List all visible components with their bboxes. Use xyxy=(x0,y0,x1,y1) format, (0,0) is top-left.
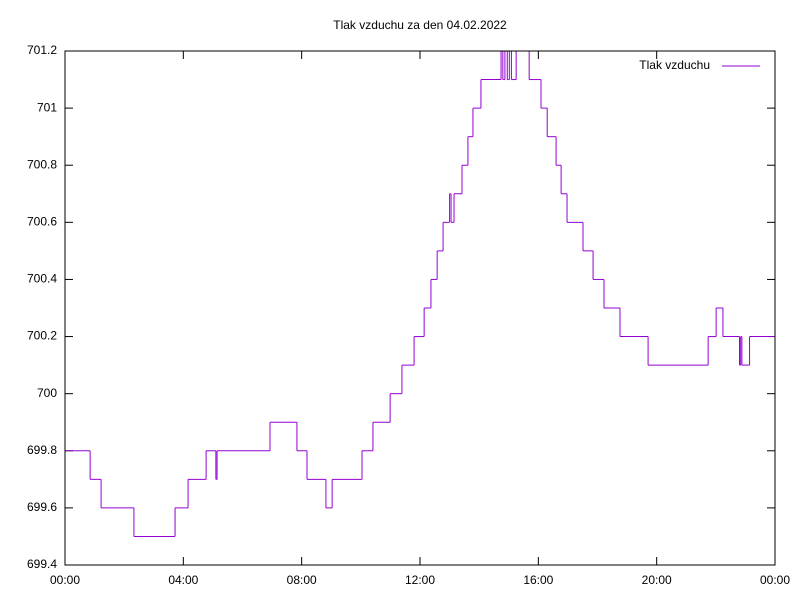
x-tick-label: 20:00 xyxy=(642,573,672,587)
x-tick-label: 00:00 xyxy=(50,573,80,587)
x-tick-label: 12:00 xyxy=(405,573,435,587)
y-tick-label: 700.2 xyxy=(27,329,57,343)
y-tick-label: 700.4 xyxy=(27,272,57,286)
x-tick-label: 08:00 xyxy=(287,573,317,587)
y-tick-label: 700.8 xyxy=(27,157,57,171)
y-tick-label: 699.4 xyxy=(27,557,57,571)
y-tick-label: 700.6 xyxy=(27,215,57,229)
x-tick-label: 16:00 xyxy=(523,573,553,587)
x-tick-label: 00:00 xyxy=(760,573,790,587)
chart-title: Tlak vzduchu za den 04.02.2022 xyxy=(333,18,507,32)
x-tick-label: 04:00 xyxy=(168,573,198,587)
y-tick-label: 699.8 xyxy=(27,443,57,457)
y-tick-label: 699.6 xyxy=(27,500,57,514)
y-tick-label: 700 xyxy=(37,386,57,400)
plot-border xyxy=(64,50,776,566)
y-tick-label: 701.2 xyxy=(27,43,57,57)
legend-label: Tlak vzduchu xyxy=(639,58,710,72)
y-tick-label: 701 xyxy=(37,100,57,114)
